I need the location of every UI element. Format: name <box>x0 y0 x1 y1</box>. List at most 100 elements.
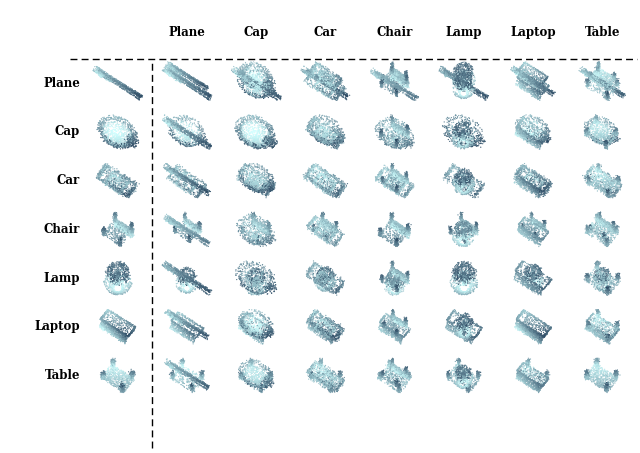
Point <box>527 138 537 145</box>
Point <box>241 317 252 324</box>
Point <box>607 194 618 201</box>
Point <box>111 268 122 275</box>
Point <box>266 334 276 341</box>
Point <box>254 284 264 292</box>
Point <box>461 81 472 88</box>
Point <box>456 372 466 380</box>
Point <box>612 131 622 138</box>
Point <box>115 223 125 230</box>
Point <box>470 222 481 229</box>
Point <box>589 276 600 283</box>
Point <box>182 328 193 335</box>
Point <box>118 172 128 179</box>
Point <box>167 373 177 380</box>
Point <box>164 168 175 175</box>
Point <box>108 141 118 149</box>
Point <box>323 274 333 281</box>
Point <box>255 384 266 391</box>
Point <box>310 61 320 68</box>
Point <box>598 279 608 286</box>
Point <box>117 228 127 236</box>
Point <box>386 332 396 339</box>
Point <box>339 132 349 139</box>
Point <box>112 131 122 139</box>
Point <box>465 77 475 84</box>
Point <box>302 123 312 130</box>
Point <box>458 135 468 142</box>
Point <box>106 279 116 286</box>
Point <box>463 275 474 283</box>
Point <box>519 73 529 80</box>
Point <box>521 275 531 283</box>
Point <box>460 174 470 181</box>
Point <box>263 225 273 232</box>
Point <box>403 77 413 84</box>
Point <box>455 376 465 384</box>
Point <box>237 71 247 78</box>
Point <box>396 85 406 92</box>
Point <box>309 321 319 328</box>
Point <box>400 315 410 323</box>
Point <box>458 130 468 137</box>
Point <box>458 333 468 340</box>
Point <box>442 123 452 130</box>
Point <box>612 223 622 230</box>
Point <box>401 74 412 82</box>
Point <box>447 162 458 169</box>
Point <box>609 375 619 382</box>
Point <box>522 280 532 287</box>
Point <box>534 193 544 200</box>
Point <box>308 132 318 139</box>
Point <box>608 225 618 232</box>
Point <box>478 91 488 98</box>
Point <box>465 86 476 93</box>
Point <box>313 76 323 83</box>
Point <box>527 77 537 84</box>
Point <box>461 367 471 375</box>
Point <box>390 179 401 186</box>
Point <box>596 275 607 282</box>
Point <box>321 232 332 239</box>
Point <box>519 321 529 328</box>
Point <box>450 223 460 231</box>
Point <box>390 276 400 284</box>
Point <box>310 224 320 231</box>
Point <box>186 381 196 389</box>
Point <box>454 325 465 333</box>
Point <box>122 86 132 93</box>
Point <box>98 315 108 323</box>
Point <box>334 80 344 87</box>
Point <box>618 90 628 97</box>
Point <box>392 83 402 90</box>
Point <box>582 224 592 231</box>
Point <box>254 94 264 101</box>
Point <box>306 67 316 74</box>
Point <box>187 121 197 129</box>
Point <box>456 289 466 296</box>
Point <box>125 223 135 231</box>
Point <box>98 225 108 232</box>
Point <box>303 67 314 74</box>
Point <box>513 125 523 133</box>
Point <box>452 221 463 228</box>
Point <box>110 223 120 230</box>
Point <box>405 94 415 101</box>
Point <box>333 192 343 199</box>
Point <box>191 224 201 231</box>
Point <box>609 87 619 94</box>
Point <box>454 233 465 241</box>
Point <box>113 281 124 289</box>
Point <box>402 273 412 280</box>
Point <box>251 140 261 148</box>
Point <box>528 276 538 283</box>
Point <box>189 191 199 198</box>
Point <box>104 72 115 79</box>
Point <box>269 92 280 99</box>
Point <box>163 266 173 274</box>
Point <box>135 92 145 99</box>
Point <box>524 137 534 145</box>
Point <box>120 381 131 388</box>
Point <box>607 85 618 92</box>
Point <box>123 186 133 193</box>
Point <box>114 329 124 337</box>
